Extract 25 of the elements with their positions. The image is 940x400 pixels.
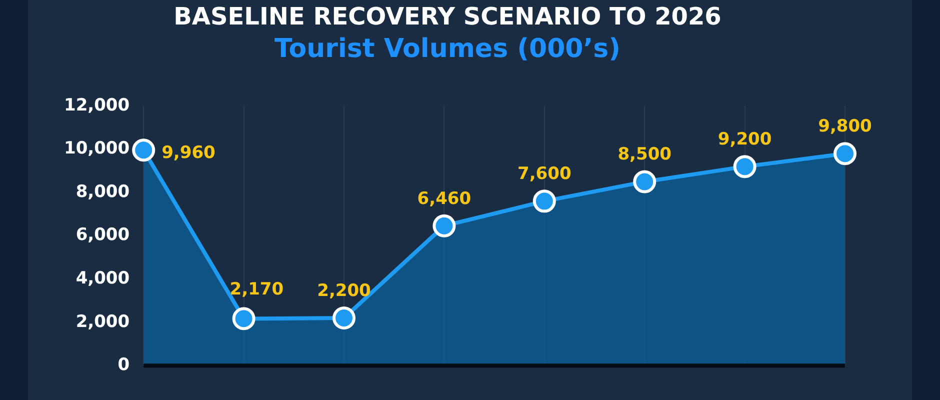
y-tick-label: 2,000 [76, 312, 130, 332]
point [332, 306, 356, 330]
chart-title: BASELINE RECOVERY SCENARIO TO 2026 [174, 2, 722, 31]
data-label: 6,460 [417, 188, 472, 209]
y-tick-label: 10,000 [64, 138, 130, 159]
y-tick-label: 8,000 [76, 182, 130, 202]
point [132, 138, 156, 162]
data-label: 7,600 [518, 164, 572, 184]
point [633, 170, 656, 194]
y-tick-label: 0 [118, 355, 130, 376]
data-label: 2,200 [317, 281, 372, 302]
point [432, 214, 456, 238]
y-tick-label: 4,000 [76, 268, 130, 288]
data-label: 9,960 [162, 143, 216, 164]
point [834, 142, 856, 166]
data-label: 9,800 [818, 116, 872, 137]
chart-subtitle: Tourist Volumes (000’s) [274, 34, 620, 64]
y-tick-label: 6,000 [76, 225, 130, 246]
point [532, 190, 556, 213]
y-tick-label: 12,000 [64, 95, 130, 116]
point [232, 307, 256, 330]
data-label: 8,500 [618, 144, 672, 165]
point [733, 155, 756, 178]
data-label: 2,170 [230, 280, 284, 300]
data-label: 9,200 [718, 130, 772, 150]
